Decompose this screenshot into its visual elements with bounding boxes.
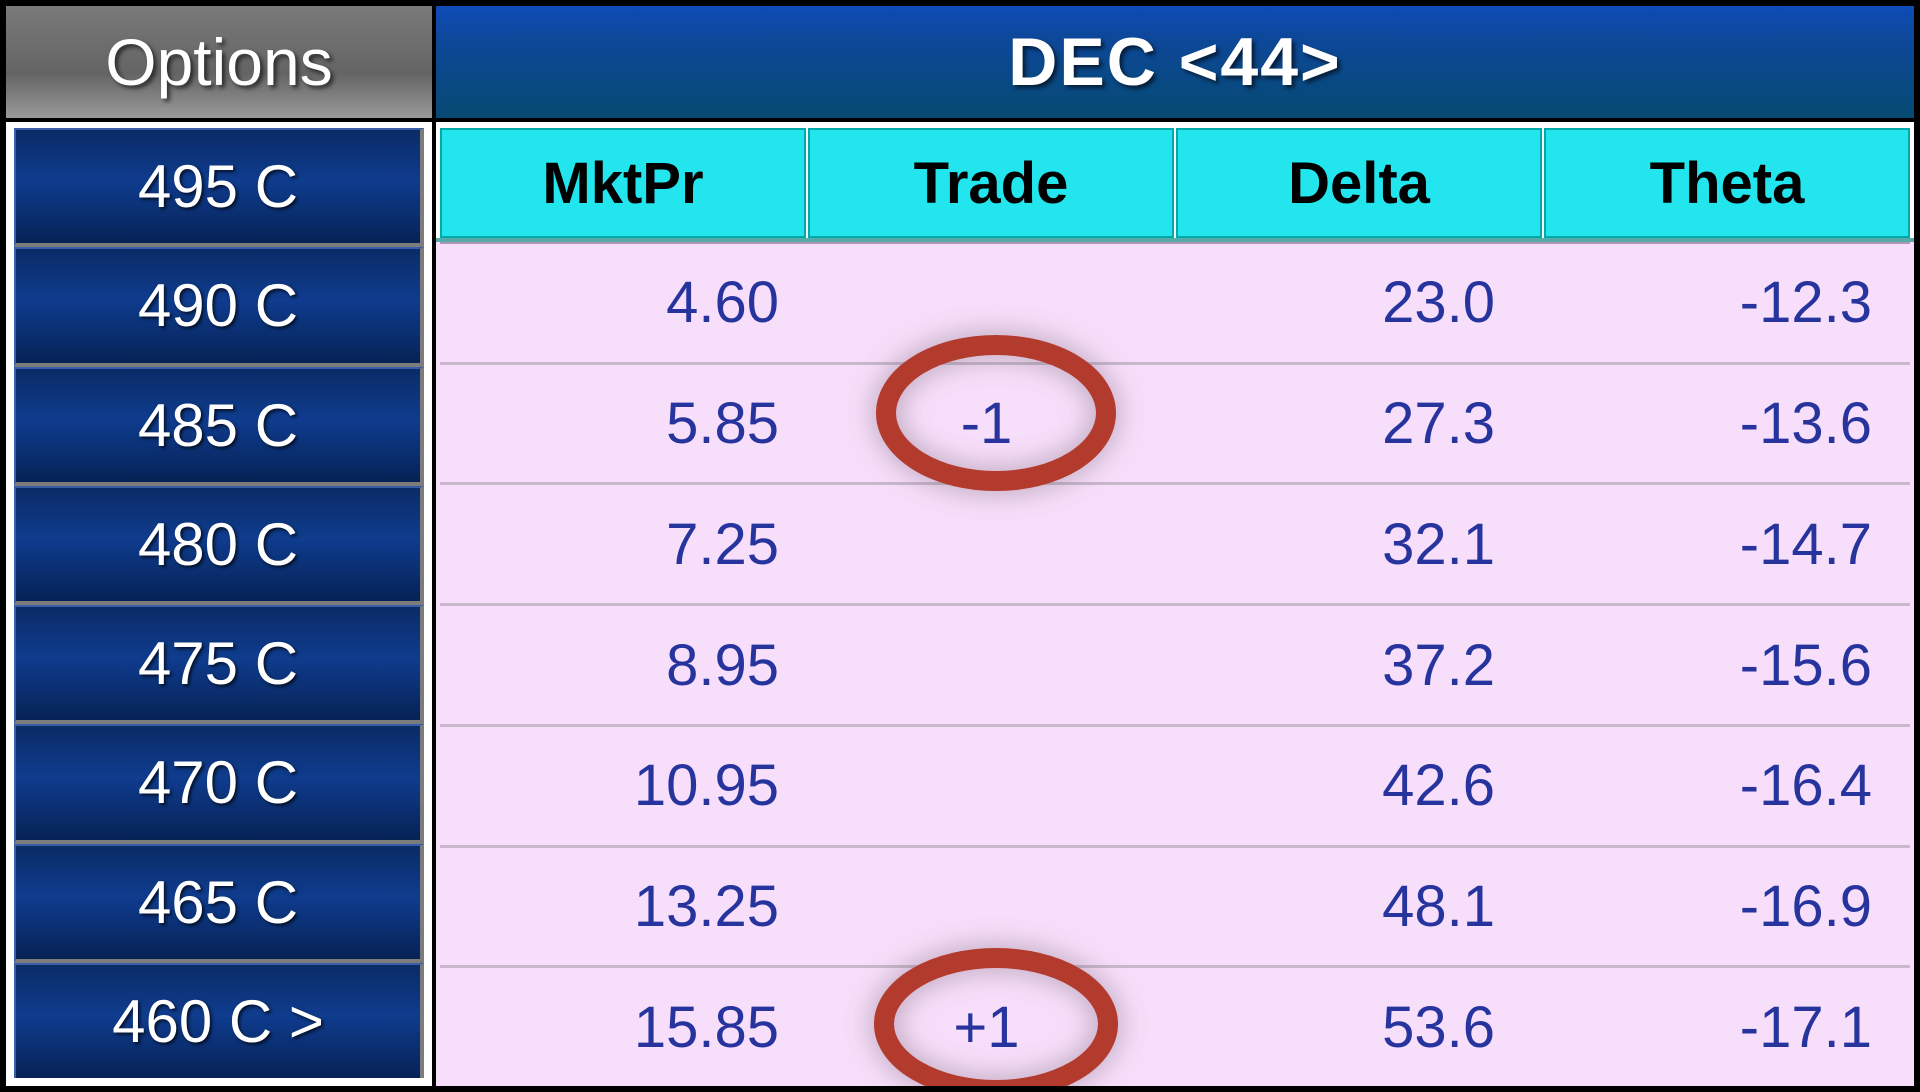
strike-470c[interactable]: 470 C (14, 724, 424, 843)
data-grid: 4.60 23.0 -12.3 5.85 -1 27.3 -13.6 7.25 … (436, 242, 1914, 1086)
cell-trade[interactable] (817, 485, 1156, 603)
row-470c[interactable]: 10.95 42.6 -16.4 (440, 727, 1910, 848)
cell-trade[interactable]: -1 (817, 365, 1156, 483)
row-465c[interactable]: 13.25 48.1 -16.9 (440, 848, 1910, 969)
col-theta[interactable]: Theta (1544, 128, 1910, 238)
row-480c[interactable]: 7.25 32.1 -14.7 (440, 485, 1910, 606)
cell-trade[interactable]: +1 (817, 968, 1156, 1086)
strike-465c[interactable]: 465 C (14, 844, 424, 963)
column-headers: MktPr Trade Delta Theta (436, 122, 1914, 242)
cell-delta: 53.6 (1156, 968, 1533, 1086)
app-frame: Options 495 C 490 C 485 C 480 C 475 C 47… (0, 0, 1920, 1092)
main-panel: DEC <44> MktPr Trade Delta Theta 4.60 23… (436, 6, 1914, 1086)
cell-theta: -16.9 (1533, 848, 1910, 966)
cell-theta: -16.4 (1533, 727, 1910, 845)
cell-theta: -13.6 (1533, 365, 1910, 483)
cell-mktpr: 8.95 (440, 606, 817, 724)
cell-mktpr: 15.85 (440, 968, 817, 1086)
cell-mktpr: 4.60 (440, 244, 817, 362)
strike-475c[interactable]: 475 C (14, 605, 424, 724)
col-trade[interactable]: Trade (808, 128, 1174, 238)
cell-mktpr: 7.25 (440, 485, 817, 603)
strike-460c[interactable]: 460 C > (14, 963, 424, 1078)
cell-delta: 42.6 (1156, 727, 1533, 845)
options-sidebar: Options 495 C 490 C 485 C 480 C 475 C 47… (6, 6, 436, 1086)
cell-mktpr: 10.95 (440, 727, 817, 845)
cell-theta: -14.7 (1533, 485, 1910, 603)
strike-485c[interactable]: 485 C (14, 367, 424, 486)
cell-delta: 23.0 (1156, 244, 1533, 362)
cell-trade[interactable] (817, 244, 1156, 362)
cell-mktpr: 13.25 (440, 848, 817, 966)
strike-490c[interactable]: 490 C (14, 247, 424, 366)
sidebar-header: Options (6, 6, 432, 122)
row-475c[interactable]: 8.95 37.2 -15.6 (440, 606, 1910, 727)
cell-trade[interactable] (817, 606, 1156, 724)
row-485c[interactable]: 5.85 -1 27.3 -13.6 (440, 365, 1910, 486)
row-490c[interactable]: 4.60 23.0 -12.3 (440, 242, 1910, 365)
cell-trade[interactable] (817, 727, 1156, 845)
cell-theta: -17.1 (1533, 968, 1910, 1086)
strike-list: 495 C 490 C 485 C 480 C 475 C 470 C 465 … (6, 122, 432, 1086)
cell-delta: 32.1 (1156, 485, 1533, 603)
cell-mktpr: 5.85 (440, 365, 817, 483)
cell-trade[interactable] (817, 848, 1156, 966)
col-delta[interactable]: Delta (1176, 128, 1542, 238)
col-mktpr[interactable]: MktPr (440, 128, 806, 238)
cell-delta: 48.1 (1156, 848, 1533, 966)
strike-495c[interactable]: 495 C (14, 128, 424, 247)
cell-delta: 27.3 (1156, 365, 1533, 483)
row-460c[interactable]: 15.85 +1 53.6 -17.1 (440, 968, 1910, 1086)
strike-480c[interactable]: 480 C (14, 486, 424, 605)
expiry-title: DEC <44> (436, 6, 1914, 122)
cell-delta: 37.2 (1156, 606, 1533, 724)
cell-theta: -15.6 (1533, 606, 1910, 724)
cell-theta: -12.3 (1533, 244, 1910, 362)
